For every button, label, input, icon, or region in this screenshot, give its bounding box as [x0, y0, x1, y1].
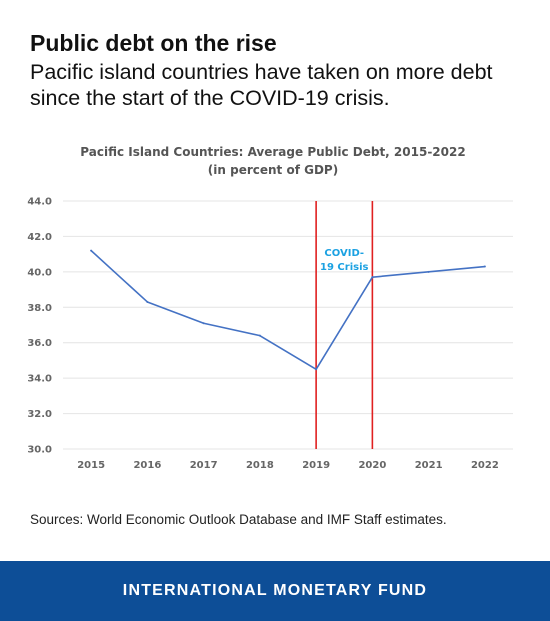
- x-tick-label: 2018: [246, 460, 274, 471]
- series-line: [90, 250, 485, 371]
- x-tick-label: 2020: [358, 460, 386, 471]
- y-tick-label: 36.0: [27, 338, 52, 349]
- x-tick-label: 2015: [77, 460, 105, 471]
- subhead: Pacific island countries have taken on m…: [30, 60, 493, 110]
- y-tick-label: 32.0: [27, 409, 52, 420]
- x-tick-label: 2021: [415, 460, 443, 471]
- y-tick-label: 44.0: [27, 197, 52, 208]
- sources-note: Sources: World Economic Outlook Database…: [30, 512, 447, 527]
- footer-label: INTERNATIONAL MONETARY FUND: [122, 582, 428, 599]
- data-point: [315, 368, 318, 371]
- y-axis-ticks: 30.0 32.0 34.0 36.0 38.0 40.0 42.0 44.0: [27, 197, 52, 456]
- y-tick-label: 34.0: [27, 374, 52, 385]
- gridlines: [63, 200, 513, 450]
- data-point: [427, 270, 430, 273]
- chart-title: Pacific Island Countries: Average Public…: [80, 145, 465, 159]
- chart-subtitle: (in percent of GDP): [208, 163, 338, 177]
- series-group: [90, 249, 486, 371]
- covid-crisis-markers: COVID- 19 Crisis: [315, 201, 374, 449]
- data-point: [483, 265, 486, 268]
- x-tick-label: 2019: [302, 460, 330, 471]
- footer-banner: INTERNATIONAL MONETARY FUND: [0, 561, 550, 621]
- covid-annotation-label: COVID-: [324, 248, 364, 259]
- x-axis-ticks: 2015 2016 2017 2018 2019 2020 2021 2022: [77, 460, 499, 471]
- covid-annotation-label: 19 Crisis: [320, 262, 368, 273]
- data-point: [146, 300, 149, 303]
- debt-line-chart: Pacific Island Countries: Average Public…: [27, 145, 513, 471]
- data-point: [371, 276, 374, 279]
- x-tick-label: 2022: [471, 460, 499, 471]
- y-tick-label: 42.0: [27, 232, 52, 243]
- x-tick-label: 2017: [190, 460, 218, 471]
- y-tick-label: 30.0: [27, 445, 52, 456]
- header: Public debt on the rise Pacific island c…: [30, 30, 530, 111]
- data-point: [202, 322, 205, 325]
- headline: Public debt on the rise: [30, 30, 277, 56]
- y-tick-label: 40.0: [27, 267, 52, 278]
- x-tick-label: 2016: [133, 460, 161, 471]
- data-point: [90, 249, 93, 252]
- data-point: [258, 334, 261, 337]
- y-tick-label: 38.0: [27, 303, 52, 314]
